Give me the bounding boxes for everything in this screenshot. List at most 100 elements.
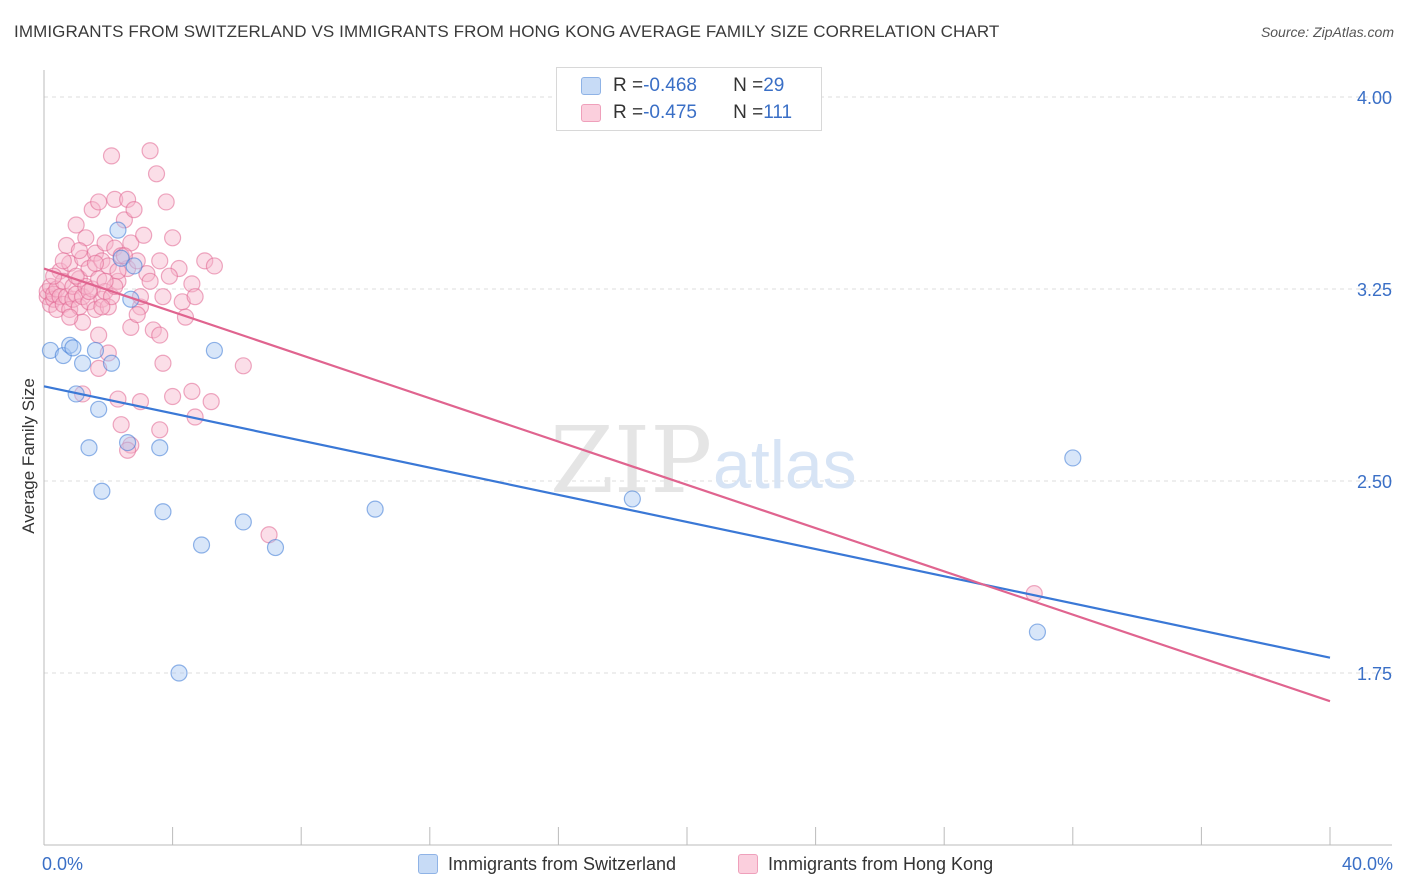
point-hong-kong — [102, 147, 121, 165]
point-hong-kong — [70, 242, 88, 260]
point-switzerland — [125, 257, 143, 275]
point-switzerland — [1028, 623, 1047, 641]
legend-n-value: 29 — [763, 75, 785, 96]
watermark-zip: ZIP — [550, 407, 712, 514]
bottom-legend-swatch-hong-kong — [738, 854, 758, 874]
point-hong-kong — [234, 357, 252, 375]
y-tick-labels: 1.75 2.50 3.25 4.00 — [1357, 88, 1392, 684]
correlation-legend: R = -0.468 N = 29 R = -0.475 N = 111 — [556, 67, 822, 131]
point-hong-kong — [109, 390, 127, 408]
point-hong-kong — [154, 288, 172, 306]
bottom-legend-label-hong-kong: Immigrants from Hong Kong — [768, 853, 994, 874]
point-switzerland — [234, 513, 252, 531]
legend-row-hong-kong: R = -0.475 N = 111 — [581, 101, 792, 125]
point-switzerland — [151, 439, 169, 457]
watermark: ZIP atlas — [550, 407, 857, 514]
bottom-legend-swatch-switzerland — [418, 854, 438, 874]
point-hong-kong — [118, 190, 137, 208]
x-tick-labels: 0.0% 40.0% — [42, 854, 1393, 874]
point-switzerland — [93, 482, 111, 500]
legend-n-value: 111 — [763, 102, 793, 123]
y-tick-label: 2.50 — [1357, 472, 1392, 492]
point-switzerland — [102, 354, 121, 372]
point-hong-kong — [106, 190, 124, 208]
point-hong-kong — [141, 142, 159, 160]
point-hong-kong — [154, 354, 172, 372]
y-axis-title: Average Family Size — [19, 378, 38, 534]
point-hong-kong — [186, 288, 204, 306]
point-hong-kong — [183, 275, 201, 293]
point-hong-kong — [160, 267, 178, 285]
point-switzerland — [109, 221, 127, 239]
point-switzerland — [1064, 449, 1082, 467]
point-switzerland — [61, 336, 79, 354]
point-hong-kong — [151, 421, 169, 439]
point-switzerland — [90, 400, 108, 418]
point-hong-kong — [202, 393, 220, 411]
source-label: Source: ZipAtlas.com — [1260, 24, 1394, 40]
point-hong-kong — [128, 306, 146, 324]
point-hong-kong — [96, 234, 114, 252]
point-switzerland — [170, 664, 188, 682]
point-hong-kong — [157, 193, 175, 211]
point-hong-kong — [164, 387, 182, 406]
point-switzerland — [41, 341, 60, 360]
point-hong-kong — [205, 257, 223, 275]
gridlines — [44, 96, 1392, 674]
series-switzerland-points — [41, 221, 1082, 682]
point-hong-kong — [141, 272, 159, 290]
point-hong-kong — [99, 344, 117, 362]
point-switzerland — [112, 249, 130, 267]
bottom-legend-hong-kong: Immigrants from Hong Kong — [738, 852, 993, 876]
point-hong-kong — [151, 252, 169, 270]
watermark-atlas: atlas — [713, 427, 857, 503]
point-hong-kong — [99, 298, 117, 316]
bottom-legend-switzerland: Immigrants from Switzerland — [418, 852, 676, 876]
chart-title: IMMIGRANTS FROM SWITZERLAND VS IMMIGRANT… — [14, 22, 1000, 41]
x-tick-label: 0.0% — [42, 854, 83, 874]
legend-row-switzerland: R = -0.468 N = 29 — [581, 74, 784, 98]
legend-r-label: R = — [613, 75, 644, 96]
point-hong-kong — [61, 308, 79, 326]
point-hong-kong — [164, 229, 182, 247]
legend-r-value: -0.475 — [643, 102, 697, 123]
point-hong-kong — [109, 272, 127, 290]
point-hong-kong — [54, 252, 72, 270]
point-hong-kong — [151, 326, 169, 344]
y-tick-label: 4.00 — [1357, 88, 1392, 108]
y-tick-label: 1.75 — [1357, 664, 1392, 684]
point-hong-kong — [90, 326, 108, 344]
series-hong-kong-points — [38, 142, 1043, 603]
trend-line-switzerland — [43, 385, 1331, 659]
point-hong-kong — [122, 436, 140, 454]
legend-n-label: N = — [733, 102, 764, 123]
point-hong-kong — [135, 226, 153, 244]
point-hong-kong — [90, 359, 108, 377]
point-hong-kong — [196, 252, 214, 270]
legend-r-label: R = — [613, 102, 644, 123]
axes — [43, 70, 1392, 846]
trend-line-hong-kong — [43, 267, 1331, 703]
point-switzerland — [80, 439, 98, 457]
legend-swatch-switzerland — [581, 77, 601, 95]
bottom-legend-label-switzerland: Immigrants from Switzerland — [448, 853, 677, 874]
point-switzerland — [73, 354, 92, 372]
point-hong-kong — [112, 416, 130, 434]
point-hong-kong — [147, 165, 166, 183]
point-switzerland — [64, 339, 82, 357]
point-hong-kong — [73, 313, 92, 331]
point-switzerland — [366, 500, 384, 518]
point-switzerland — [266, 538, 285, 557]
point-hong-kong — [86, 254, 105, 272]
point-switzerland — [623, 490, 641, 508]
point-switzerland — [205, 341, 223, 360]
y-tick-label: 3.25 — [1357, 280, 1392, 300]
point-switzerland — [192, 536, 211, 554]
legend-n-label: N = — [733, 75, 764, 96]
point-switzerland — [118, 434, 137, 452]
point-hong-kong — [93, 298, 111, 316]
point-hong-kong — [183, 382, 201, 400]
trend-lines — [43, 267, 1331, 703]
point-hong-kong — [125, 201, 143, 219]
